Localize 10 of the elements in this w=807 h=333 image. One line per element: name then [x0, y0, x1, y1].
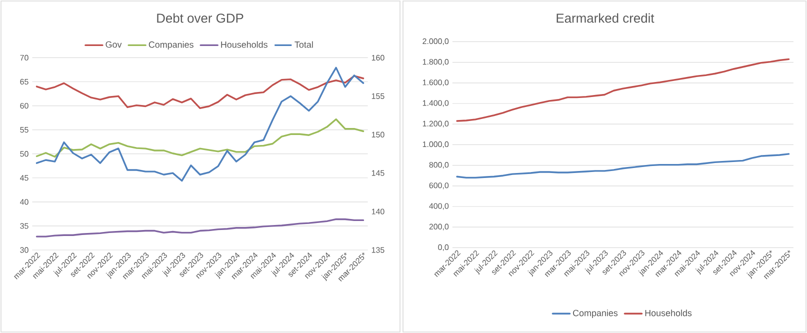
chart-title: Debt over GDP [157, 13, 244, 23]
legend-label: Total [294, 41, 313, 48]
legend-label: Companies [148, 41, 194, 50]
chart-title: Earmarked credit [556, 13, 654, 23]
legend-label: Households [221, 41, 268, 48]
line-series [36, 66, 364, 182]
legend-label: Gov [106, 41, 122, 48]
legend-label: Households [645, 310, 692, 316]
line-series [36, 75, 364, 110]
legend-label: Companies [573, 310, 618, 318]
